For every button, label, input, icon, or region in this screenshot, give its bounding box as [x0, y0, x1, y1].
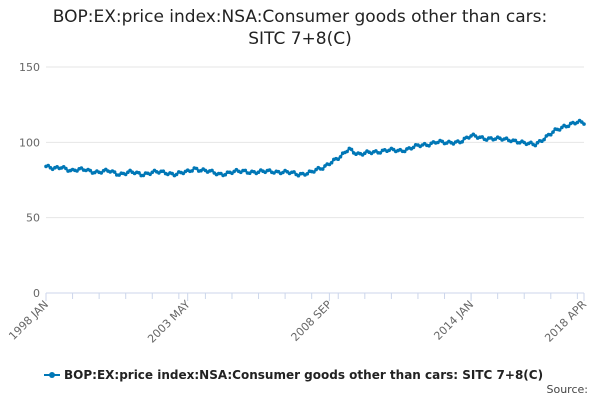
data-point[interactable]	[551, 130, 555, 134]
data-point[interactable]	[566, 124, 571, 129]
data-point[interactable]	[338, 155, 343, 159]
data-point[interactable]	[190, 169, 194, 173]
x-tick-label: 2014 JAN	[431, 298, 476, 343]
data-point[interactable]	[46, 163, 50, 168]
data-point[interactable]	[549, 132, 553, 137]
data-point[interactable]	[75, 169, 79, 173]
data-point[interactable]	[161, 169, 166, 173]
data-point[interactable]	[411, 145, 416, 150]
data-point[interactable]	[513, 138, 518, 143]
y-axis-tick-labels: 0 50 100 150	[19, 61, 40, 300]
data-point[interactable]	[256, 170, 261, 174]
legend-label: BOP:EX:price index:NSA:Consumer goods ot…	[64, 368, 544, 382]
data-point[interactable]	[267, 168, 272, 172]
data-point[interactable]	[378, 151, 383, 155]
x-tick-label: 2018 APR	[542, 298, 589, 345]
data-point[interactable]	[141, 173, 146, 178]
data-point[interactable]	[504, 136, 509, 140]
data-point[interactable]	[533, 143, 538, 148]
data-point[interactable]	[402, 149, 407, 154]
y-tick-label: 100	[19, 136, 40, 149]
data-point[interactable]	[112, 170, 117, 174]
gridlines	[46, 66, 584, 294]
data-point[interactable]	[243, 168, 248, 173]
y-tick-label: 150	[19, 61, 40, 74]
x-axis: 1998 JAN 2003 MAY 2008 SEP 2014 JAN 2018 APR	[6, 292, 589, 346]
data-point[interactable]	[320, 167, 325, 171]
chart-title-line-1: BOP:EX:price index:NSA:Consumer goods ot…	[52, 7, 548, 27]
data-point[interactable]	[305, 172, 310, 176]
data-point[interactable]	[88, 168, 93, 173]
data-point[interactable]	[542, 137, 546, 142]
data-point[interactable]	[336, 157, 341, 161]
data-point[interactable]	[194, 166, 199, 171]
data-point[interactable]	[137, 171, 141, 175]
legend-swatch	[44, 370, 60, 380]
data-point[interactable]	[349, 147, 354, 152]
series-line[interactable]	[45, 119, 585, 177]
data-point[interactable]	[460, 140, 465, 144]
data-point[interactable]	[312, 170, 316, 174]
x-tick-label: 2003 MAY	[145, 298, 193, 346]
series-layer	[44, 118, 586, 178]
data-point[interactable]	[582, 122, 586, 126]
data-point[interactable]	[480, 135, 485, 139]
data-point[interactable]	[123, 172, 128, 177]
data-point[interactable]	[292, 170, 296, 174]
x-tick-label: 2008 SEP	[289, 298, 335, 344]
source-label: Source:	[546, 383, 589, 396]
y-tick-label: 0	[33, 287, 40, 300]
data-point[interactable]	[440, 139, 445, 144]
data-point[interactable]	[345, 149, 349, 154]
data-point[interactable]	[210, 168, 214, 173]
data-point[interactable]	[99, 171, 104, 175]
legend[interactable]: BOP:EX:price index:NSA:Consumer goods ot…	[44, 368, 543, 382]
chart-title-line-2: SITC 7+8(C)	[248, 29, 352, 49]
data-point[interactable]	[174, 172, 179, 177]
data-point[interactable]	[557, 128, 562, 132]
data-point[interactable]	[427, 144, 431, 148]
y-tick-label: 50	[26, 212, 40, 225]
data-point[interactable]	[64, 166, 68, 171]
chart-title: BOP:EX:price index:NSA:Consumer goods ot…	[0, 6, 600, 50]
x-tick-label: 1998 JAN	[6, 298, 51, 343]
data-point[interactable]	[223, 172, 228, 177]
data-point[interactable]	[329, 160, 334, 165]
